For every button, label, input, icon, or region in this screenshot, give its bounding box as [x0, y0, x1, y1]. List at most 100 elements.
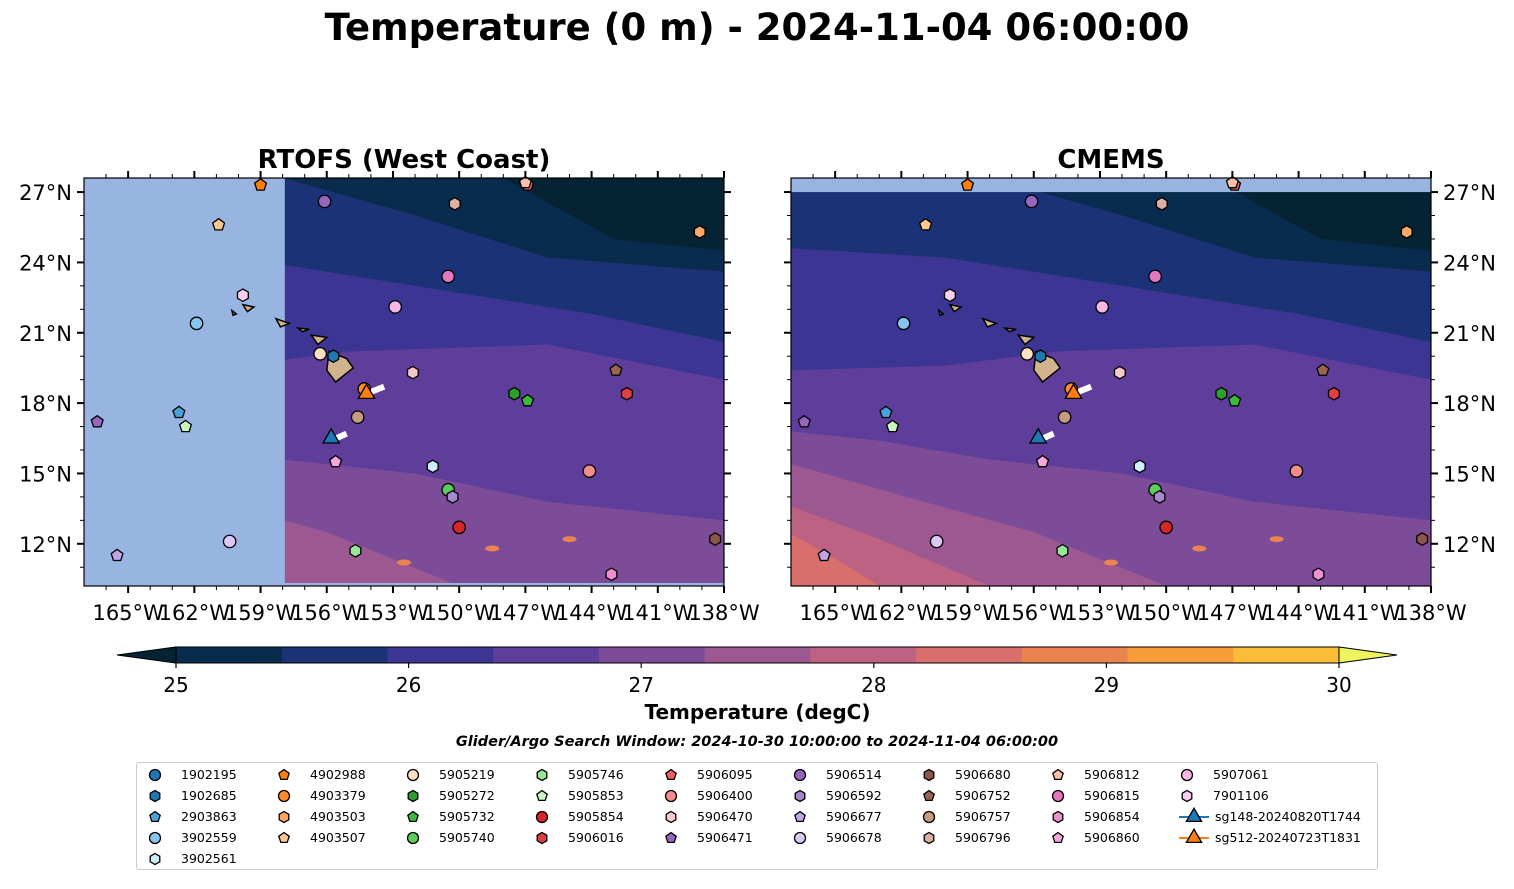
legend-marker — [278, 831, 290, 844]
legend-marker — [665, 768, 677, 781]
legend-marker — [1052, 831, 1064, 844]
legend-label: 5906752 — [955, 788, 1011, 803]
float-marker-4902988 — [253, 177, 268, 191]
legend-marker — [793, 768, 807, 782]
island-landmass — [309, 334, 329, 346]
legend-label: 5905853 — [568, 788, 624, 803]
legend-marker — [665, 831, 677, 844]
no-data-region — [791, 178, 1431, 193]
float-marker-5906470 — [1113, 365, 1126, 380]
island-landmass — [1002, 327, 1017, 333]
float-marker-5906471 — [90, 414, 104, 428]
panel-title: CMEMS — [1057, 145, 1164, 175]
legend-marker — [536, 789, 548, 802]
float-marker-5906592 — [446, 489, 459, 504]
float-marker-5905732 — [1227, 393, 1242, 407]
legend-symbol — [1052, 768, 1064, 781]
legend-label: 4903379 — [310, 788, 366, 803]
legend-symbol — [1180, 768, 1194, 782]
colorbar-bin — [1233, 647, 1340, 663]
legend-marker — [149, 852, 161, 866]
legend-marker — [407, 810, 419, 823]
colorbar-bin — [1021, 647, 1129, 663]
legend-label: 5906677 — [826, 809, 882, 824]
legend-marker — [536, 831, 548, 845]
x-tick-label: 150°W — [1130, 601, 1202, 625]
legend-marker — [665, 810, 677, 824]
y-tick-label: 15°N — [1443, 462, 1496, 486]
legend-symbol — [536, 831, 548, 845]
float-marker-5906514 — [317, 194, 332, 209]
colorbar-bin — [387, 647, 494, 663]
legend-label: 5906680 — [955, 767, 1011, 782]
panel-title: RTOFS (West Coast) — [258, 145, 551, 175]
legend-marker — [1051, 789, 1065, 803]
legend-symbol — [536, 789, 548, 802]
legend-marker — [1179, 828, 1209, 844]
legend-label: 5906471 — [697, 830, 753, 845]
legend-label: 5906812 — [1084, 767, 1140, 782]
legend-label: 5906757 — [955, 809, 1011, 824]
float-marker-5906400 — [582, 464, 597, 478]
legend-symbol — [923, 768, 935, 782]
legend-symbol — [536, 768, 548, 782]
x-tick-label: 141°W — [1329, 601, 1401, 625]
legend-label: 5906860 — [1084, 830, 1140, 845]
figure-title: Temperature (0 m) - 2024-11-04 06:00:00 — [324, 6, 1190, 49]
colorbar-tick-label: 30 — [1326, 673, 1351, 697]
legend-label: sg148-20240820T1744 — [1215, 809, 1361, 824]
x-tick-label: 150°W — [423, 601, 495, 625]
float-marker-5906678 — [222, 534, 237, 549]
no-data-region — [84, 178, 285, 586]
legend-symbol — [1185, 828, 1203, 844]
legend-marker — [277, 789, 291, 803]
colorbar-tick-label: 28 — [861, 673, 886, 697]
legend-label: 5906796 — [955, 830, 1011, 845]
float-marker-5906680 — [1416, 532, 1429, 547]
float-marker-4903507 — [918, 217, 933, 231]
colorbar-extend-high — [1338, 646, 1398, 664]
search-window-text: Glider/Argo Search Window: 2024-10-30 10… — [456, 734, 1058, 750]
legend-label: 5906470 — [697, 809, 753, 824]
legend-symbol — [1181, 789, 1193, 803]
legend-symbol — [149, 852, 161, 866]
legend-label: 4902988 — [310, 767, 366, 782]
legend-label: 7901106 — [1213, 788, 1269, 803]
legend-marker — [923, 768, 935, 782]
float-marker-5905853 — [885, 419, 900, 433]
rtofs-map-panel: 165°W162°W159°W156°W153°W150°W147°W144°W… — [19, 145, 760, 625]
legend-symbol — [278, 810, 290, 824]
float-marker-5906854 — [1312, 567, 1325, 582]
island-landmass — [1016, 334, 1036, 346]
y-tick-label: 27°N — [19, 181, 72, 205]
island-landmass — [295, 327, 310, 333]
legend-marker — [535, 810, 549, 824]
legend-symbol — [149, 810, 161, 823]
float-marker-5905746 — [1056, 543, 1069, 558]
legend-symbol — [407, 789, 419, 803]
temperature-field — [84, 178, 724, 586]
colorbar-bin — [281, 647, 388, 663]
temperature-field — [791, 178, 1431, 586]
x-tick-label: 138°W — [1395, 601, 1467, 625]
legend-marker — [1179, 807, 1209, 823]
float-marker-5905746 — [349, 543, 362, 558]
x-tick-label: 141°W — [622, 601, 694, 625]
colorbar-bin — [598, 647, 706, 663]
legend-symbol — [922, 810, 936, 824]
float-marker-4903503 — [693, 224, 706, 239]
x-tick-label: 156°W — [291, 601, 363, 625]
legend-marker — [149, 810, 161, 823]
float-marker-5906016 — [620, 386, 633, 401]
legend-symbol — [923, 789, 935, 802]
legend-marker — [148, 831, 162, 845]
legend-symbol — [794, 810, 806, 823]
legend-symbol — [407, 810, 419, 823]
legend-symbol — [406, 768, 420, 782]
legend-symbol — [665, 810, 677, 824]
x-tick-label: 165°W — [92, 601, 164, 625]
legend-label: 4903507 — [310, 830, 366, 845]
float-marker-5906016 — [1327, 386, 1340, 401]
x-tick-label: 162°W — [866, 601, 938, 625]
